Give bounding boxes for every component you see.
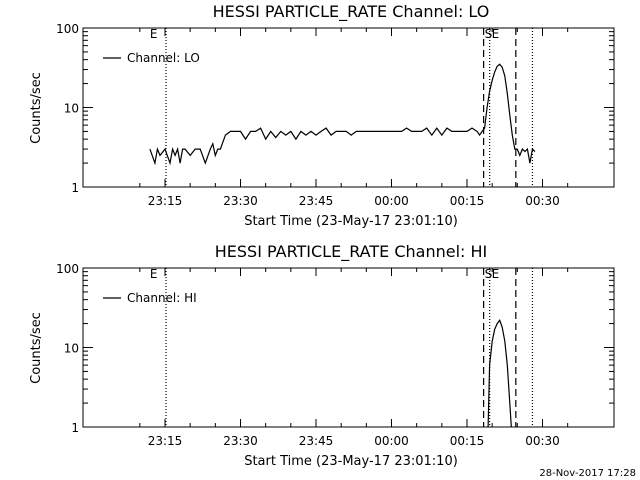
chart-title: HESSI PARTICLE_RATE Channel: HI xyxy=(215,242,488,262)
x-tick-label: 23:30 xyxy=(223,194,258,208)
x-tick-label: 00:30 xyxy=(525,194,560,208)
x-axis-label: Start Time (23-May-17 23:01:10) xyxy=(244,214,458,229)
legend-label: Channel: LO xyxy=(127,51,200,65)
x-tick-label: 00:15 xyxy=(450,434,485,448)
y-tick-label: 100 xyxy=(56,22,79,36)
y-tick-label: 10 xyxy=(64,342,79,356)
marker-label: E xyxy=(492,267,500,281)
legend-label: Channel: HI xyxy=(127,291,197,305)
x-tick-label: 23:45 xyxy=(299,194,334,208)
x-tick-label: 00:30 xyxy=(525,434,560,448)
x-tick-label: 00:00 xyxy=(374,194,409,208)
y-tick-label: 100 xyxy=(56,262,79,276)
y-tick-label: 10 xyxy=(64,102,79,116)
x-tick-label: 23:45 xyxy=(299,434,334,448)
x-tick-label: 23:15 xyxy=(148,434,183,448)
timestamp: 28-Nov-2017 17:28 xyxy=(539,468,636,479)
series-line-lo xyxy=(149,63,536,166)
x-axis-label: Start Time (23-May-17 23:01:10) xyxy=(244,454,458,469)
marker-label: E xyxy=(492,27,500,41)
x-tick-label: 00:00 xyxy=(374,434,409,448)
x-tick-label: 23:30 xyxy=(223,434,258,448)
series-line-hi xyxy=(487,319,512,428)
panel-hi: HESSI PARTICLE_RATE Channel: HI Counts/s… xyxy=(29,242,615,469)
marker-label: S xyxy=(485,267,493,281)
panel-lo: HESSI PARTICLE_RATE Channel: LO Counts/s… xyxy=(29,2,615,229)
marker-label: S xyxy=(485,27,493,41)
y-tick-label: 1 xyxy=(71,421,79,435)
marker-label: E xyxy=(150,27,158,41)
y-tick-label: 1 xyxy=(71,181,79,195)
y-axis-label: Counts/sec xyxy=(29,72,44,144)
marker-label: E xyxy=(150,267,158,281)
y-axis-label: Counts/sec xyxy=(29,312,44,384)
x-tick-label: 00:15 xyxy=(450,194,485,208)
chart-title: HESSI PARTICLE_RATE Channel: LO xyxy=(213,2,490,22)
x-tick-label: 23:15 xyxy=(148,194,183,208)
